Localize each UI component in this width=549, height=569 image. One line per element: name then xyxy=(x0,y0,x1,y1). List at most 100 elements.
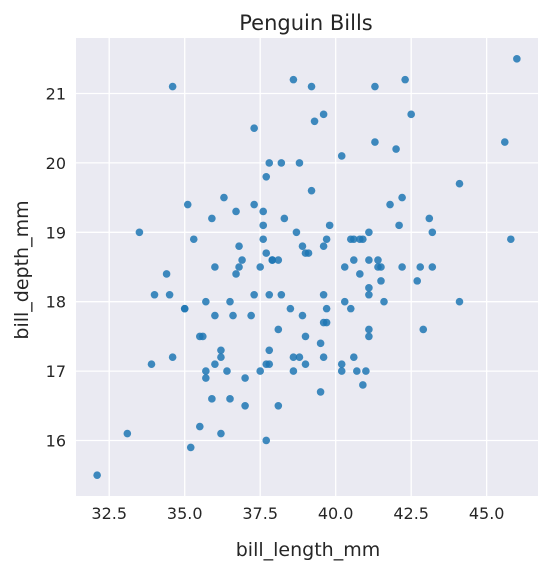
data-point xyxy=(202,367,210,375)
data-point xyxy=(189,235,198,244)
data-point xyxy=(265,290,274,299)
data-point xyxy=(359,235,367,244)
data-point xyxy=(307,82,316,91)
data-point xyxy=(340,263,349,271)
x-tick-label: 32.5 xyxy=(91,504,127,523)
data-point xyxy=(235,263,243,271)
data-point xyxy=(235,242,243,250)
data-point xyxy=(380,297,388,306)
data-point xyxy=(362,367,370,375)
grid-lines xyxy=(76,38,538,496)
data-point xyxy=(374,256,382,264)
data-point xyxy=(319,110,328,119)
data-point xyxy=(500,138,509,146)
data-point xyxy=(350,353,358,362)
data-point xyxy=(217,346,225,355)
data-point xyxy=(202,374,210,382)
data-point xyxy=(274,401,283,410)
data-point xyxy=(316,388,325,396)
data-point xyxy=(241,401,249,410)
data-point xyxy=(93,471,101,479)
data-point xyxy=(407,110,415,119)
data-point xyxy=(202,297,210,306)
data-point xyxy=(277,159,286,167)
data-point xyxy=(286,304,295,313)
data-point xyxy=(301,360,310,368)
x-tick-label: 42.5 xyxy=(393,504,429,523)
data-point xyxy=(274,256,283,264)
data-point xyxy=(274,325,283,334)
data-point xyxy=(265,159,274,167)
data-point xyxy=(211,360,219,368)
data-point xyxy=(398,193,406,202)
data-point xyxy=(319,353,328,362)
data-point xyxy=(365,284,373,292)
data-point xyxy=(371,82,379,91)
data-point xyxy=(262,436,271,445)
data-point xyxy=(199,332,207,341)
data-point xyxy=(256,263,264,271)
data-point xyxy=(350,256,358,264)
y-tick-label: 17 xyxy=(46,362,66,381)
data-point xyxy=(289,353,298,362)
data-point xyxy=(413,277,422,285)
data-point xyxy=(322,304,331,313)
data-point xyxy=(232,270,240,278)
data-point xyxy=(337,152,346,160)
data-point xyxy=(365,325,373,334)
data-point xyxy=(150,290,159,299)
data-point xyxy=(217,353,225,362)
data-point xyxy=(337,367,346,375)
data-point xyxy=(513,55,521,63)
data-points xyxy=(93,55,521,479)
data-point xyxy=(392,145,400,153)
data-point xyxy=(337,360,346,368)
data-point xyxy=(247,311,255,320)
data-point xyxy=(250,200,258,209)
data-point xyxy=(180,304,189,313)
data-point xyxy=(356,270,364,278)
data-point xyxy=(211,311,219,320)
data-point xyxy=(232,207,240,216)
data-point xyxy=(259,235,268,244)
data-point xyxy=(398,263,406,271)
data-point xyxy=(165,290,174,299)
data-point xyxy=(416,263,425,271)
y-tick-label: 16 xyxy=(46,431,66,450)
data-point xyxy=(350,235,358,244)
x-tick-labels: 32.5 35.0 37.5 40.0 42.5 45.0 xyxy=(91,504,504,523)
data-point xyxy=(428,263,437,271)
data-point xyxy=(265,346,274,355)
data-point xyxy=(359,381,367,389)
data-point xyxy=(268,256,277,264)
data-point xyxy=(298,311,307,320)
data-point xyxy=(259,207,268,216)
data-point xyxy=(319,290,328,299)
x-tick-label: 45.0 xyxy=(469,504,505,523)
data-point xyxy=(507,235,515,244)
data-point xyxy=(289,367,298,375)
data-point xyxy=(147,360,156,368)
data-point xyxy=(307,186,316,195)
data-point xyxy=(289,75,298,84)
data-point xyxy=(322,235,331,244)
data-point xyxy=(377,277,385,285)
y-tick-label: 19 xyxy=(46,223,66,242)
data-point xyxy=(226,395,234,403)
data-point xyxy=(168,82,177,91)
data-point xyxy=(295,353,304,362)
data-point xyxy=(196,422,204,431)
x-tick-label: 37.5 xyxy=(242,504,278,523)
data-point xyxy=(365,332,373,341)
data-point xyxy=(455,179,464,188)
y-axis-label: bill_depth_mm xyxy=(11,200,33,339)
data-point xyxy=(241,374,249,382)
data-point xyxy=(256,367,264,375)
data-point xyxy=(265,360,274,368)
data-point xyxy=(401,75,409,84)
data-point xyxy=(301,332,310,341)
data-point xyxy=(135,228,144,237)
data-point xyxy=(168,353,177,362)
data-point xyxy=(217,429,225,438)
